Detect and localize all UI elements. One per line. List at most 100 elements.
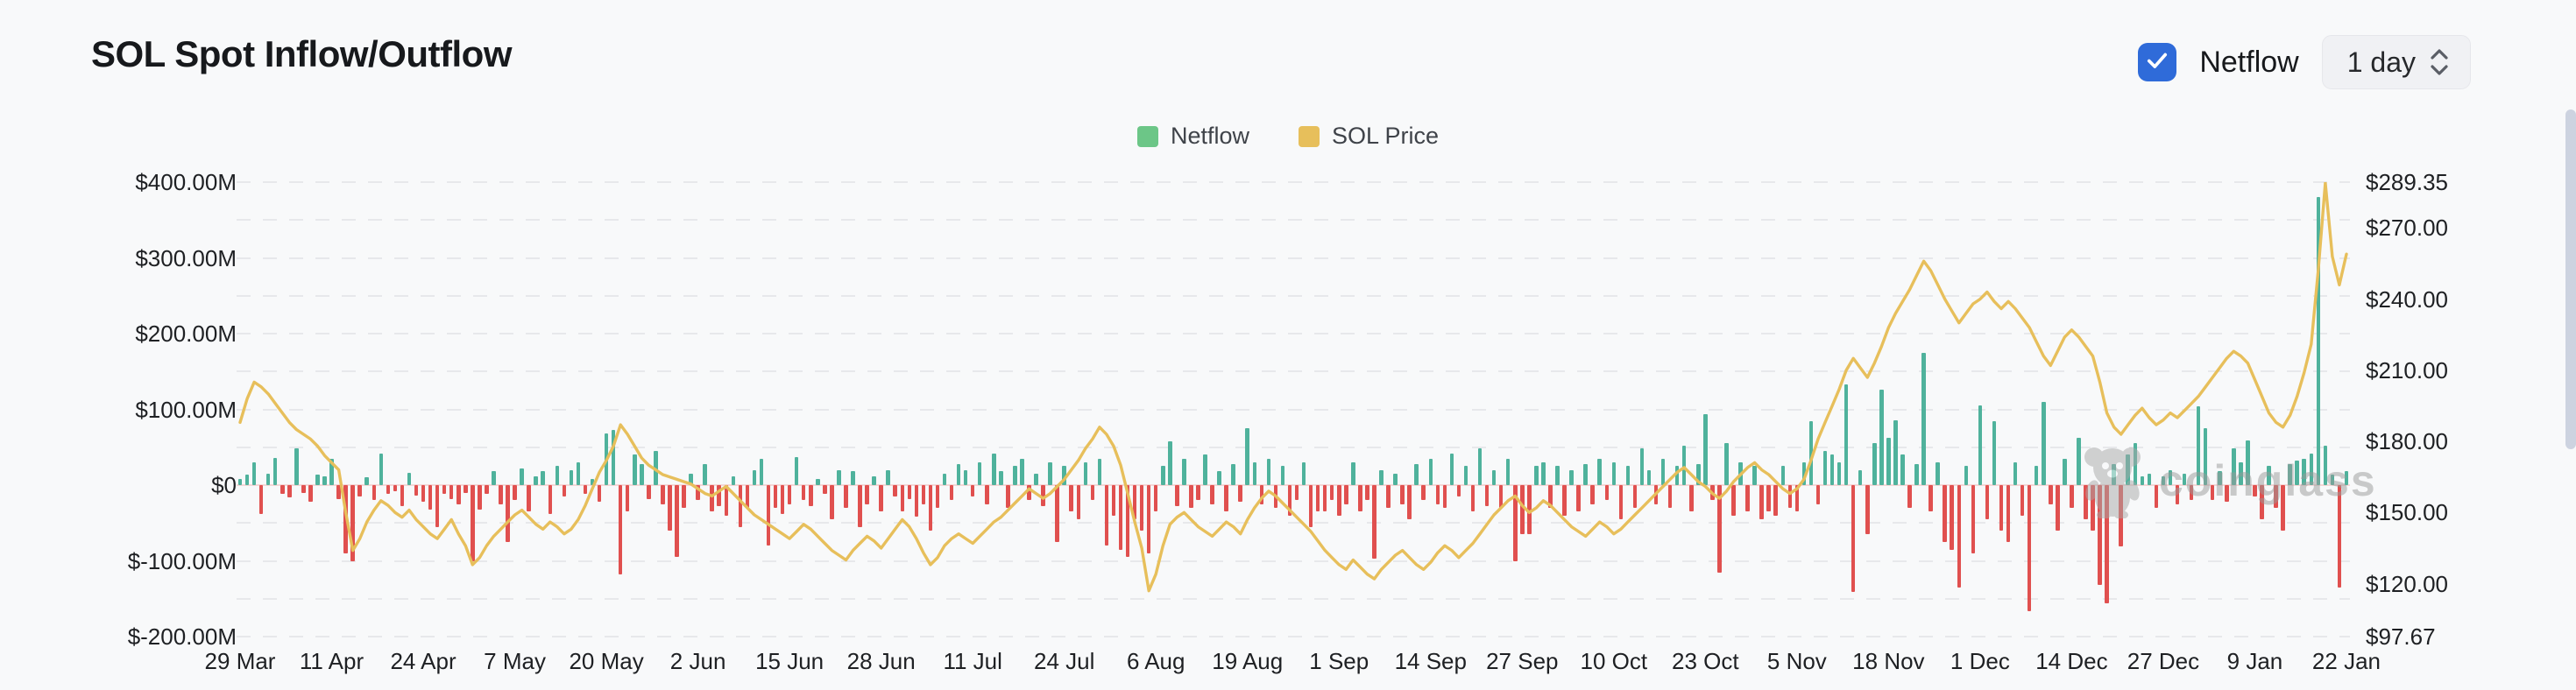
netflow-bar[interactable] [1505,458,1511,485]
netflow-bar[interactable] [963,469,968,485]
netflow-bar[interactable] [237,479,243,485]
netflow-bar[interactable] [464,485,468,493]
netflow-bar[interactable] [308,485,313,503]
netflow-bar[interactable] [858,485,862,527]
netflow-bar[interactable] [1217,471,1221,485]
netflow-bar[interactable] [1498,485,1504,508]
netflow-bar[interactable] [1520,485,1525,535]
netflow-bar[interactable] [1379,469,1384,485]
netflow-bar[interactable] [1836,462,1842,485]
netflow-bar[interactable] [928,485,933,531]
netflow-bar[interactable] [1456,485,1461,496]
netflow-bar[interactable] [1646,469,1652,485]
netflow-bar[interactable] [1787,485,1793,508]
netflow-bar[interactable] [2020,485,2025,516]
netflow-bar[interactable] [1978,405,1983,485]
netflow-bar[interactable] [2316,197,2321,485]
netflow-bar[interactable] [287,485,292,497]
netflow-bar[interactable] [985,485,989,504]
netflow-bar[interactable] [1696,463,1701,485]
netflow-bar[interactable] [1590,485,1595,504]
netflow-bar[interactable] [1224,485,1228,512]
netflow-bar[interactable] [2232,448,2236,485]
netflow-bar[interactable] [1076,485,1081,519]
netflow-bar[interactable] [1393,474,1398,485]
netflow-bar[interactable] [717,485,721,507]
netflow-bar[interactable] [541,471,545,485]
netflow-bar[interactable] [2239,462,2243,485]
netflow-bar[interactable] [809,485,813,507]
netflow-bar[interactable] [611,429,616,485]
netflow-bar[interactable] [1632,485,1638,508]
netflow-bar[interactable] [364,477,369,485]
netflow-bar[interactable] [1132,485,1137,519]
netflow-bar[interactable] [654,451,658,485]
netflow-bar[interactable] [2042,401,2046,485]
netflow-bar[interactable] [893,485,897,496]
netflow-bar[interactable] [1322,485,1327,512]
netflow-bar[interactable] [1936,462,1940,485]
netflow-bar[interactable] [689,474,693,485]
netflow-bar[interactable] [1287,485,1292,516]
netflow-bar[interactable] [1280,466,1285,485]
netflow-bar[interactable] [640,463,644,485]
netflow-bar[interactable] [1245,428,1249,485]
netflow-bar[interactable] [1400,485,1405,504]
netflow-bar[interactable] [357,485,362,496]
netflow-bar[interactable] [816,479,820,485]
netflow-bar[interactable] [435,485,440,527]
netflow-bar[interactable] [787,485,792,504]
netflow-bar[interactable] [555,466,560,485]
netflow-bar[interactable] [2337,485,2342,588]
netflow-bar[interactable] [956,463,961,485]
netflow-bar[interactable] [1034,474,1038,485]
netflow-bar[interactable] [1618,485,1624,519]
netflow-bar[interactable] [2175,485,2180,504]
netflow-bar[interactable] [251,462,257,485]
netflow-bar[interactable] [506,485,510,542]
netflow-bar[interactable] [1196,485,1200,501]
netflow-bar[interactable] [1414,463,1419,485]
netflow-bar[interactable] [1992,421,1997,485]
netflow-bar[interactable] [682,485,686,508]
netflow-bar[interactable] [1259,485,1264,504]
netflow-bar[interactable] [738,485,743,527]
netflow-bar[interactable] [1062,466,1066,485]
netflow-bar[interactable] [823,485,827,495]
netflow-bar[interactable] [1660,458,1666,485]
netflow-bar[interactable] [999,471,1003,485]
netflow-bar[interactable] [914,485,919,518]
netflow-bar[interactable] [372,485,377,501]
netflow-bar[interactable] [414,485,419,496]
netflow-bar[interactable] [949,485,954,501]
netflow-bar[interactable] [1421,485,1426,501]
netflow-bar[interactable] [1914,463,1919,485]
netflow-bar[interactable] [590,479,595,485]
netflow-bar[interactable] [1844,384,1849,485]
netflow-bar[interactable] [1985,485,1990,519]
netflow-bar[interactable] [1308,485,1313,527]
netflow-bar[interactable] [724,485,729,516]
netflow-bar[interactable] [244,474,250,485]
netflow-bar[interactable] [1463,466,1468,485]
netflow-bar[interactable] [1449,453,1454,485]
netflow-bar[interactable] [1752,466,1757,485]
netflow-bar[interactable] [2302,458,2306,485]
netflow-bar[interactable] [1900,454,1905,485]
netflow-bar[interactable] [1175,485,1179,507]
netflow-bar[interactable] [1964,466,1969,485]
netflow-bar[interactable] [1329,485,1334,501]
netflow-bar[interactable] [1266,458,1271,485]
netflow-bar[interactable] [2218,471,2222,485]
netflow-bar[interactable] [534,475,538,485]
netflow-bar[interactable] [780,485,785,514]
netflow-bar[interactable] [625,485,630,512]
netflow-bar[interactable] [1153,485,1158,512]
netflow-bar[interactable] [1372,485,1376,559]
netflow-bar[interactable] [485,485,489,495]
netflow-bar[interactable] [2210,485,2215,501]
netflow-bar[interactable] [752,469,757,485]
netflow-bar[interactable] [2330,474,2335,485]
netflow-bar[interactable] [1428,458,1433,485]
netflow-bar[interactable] [696,485,700,501]
